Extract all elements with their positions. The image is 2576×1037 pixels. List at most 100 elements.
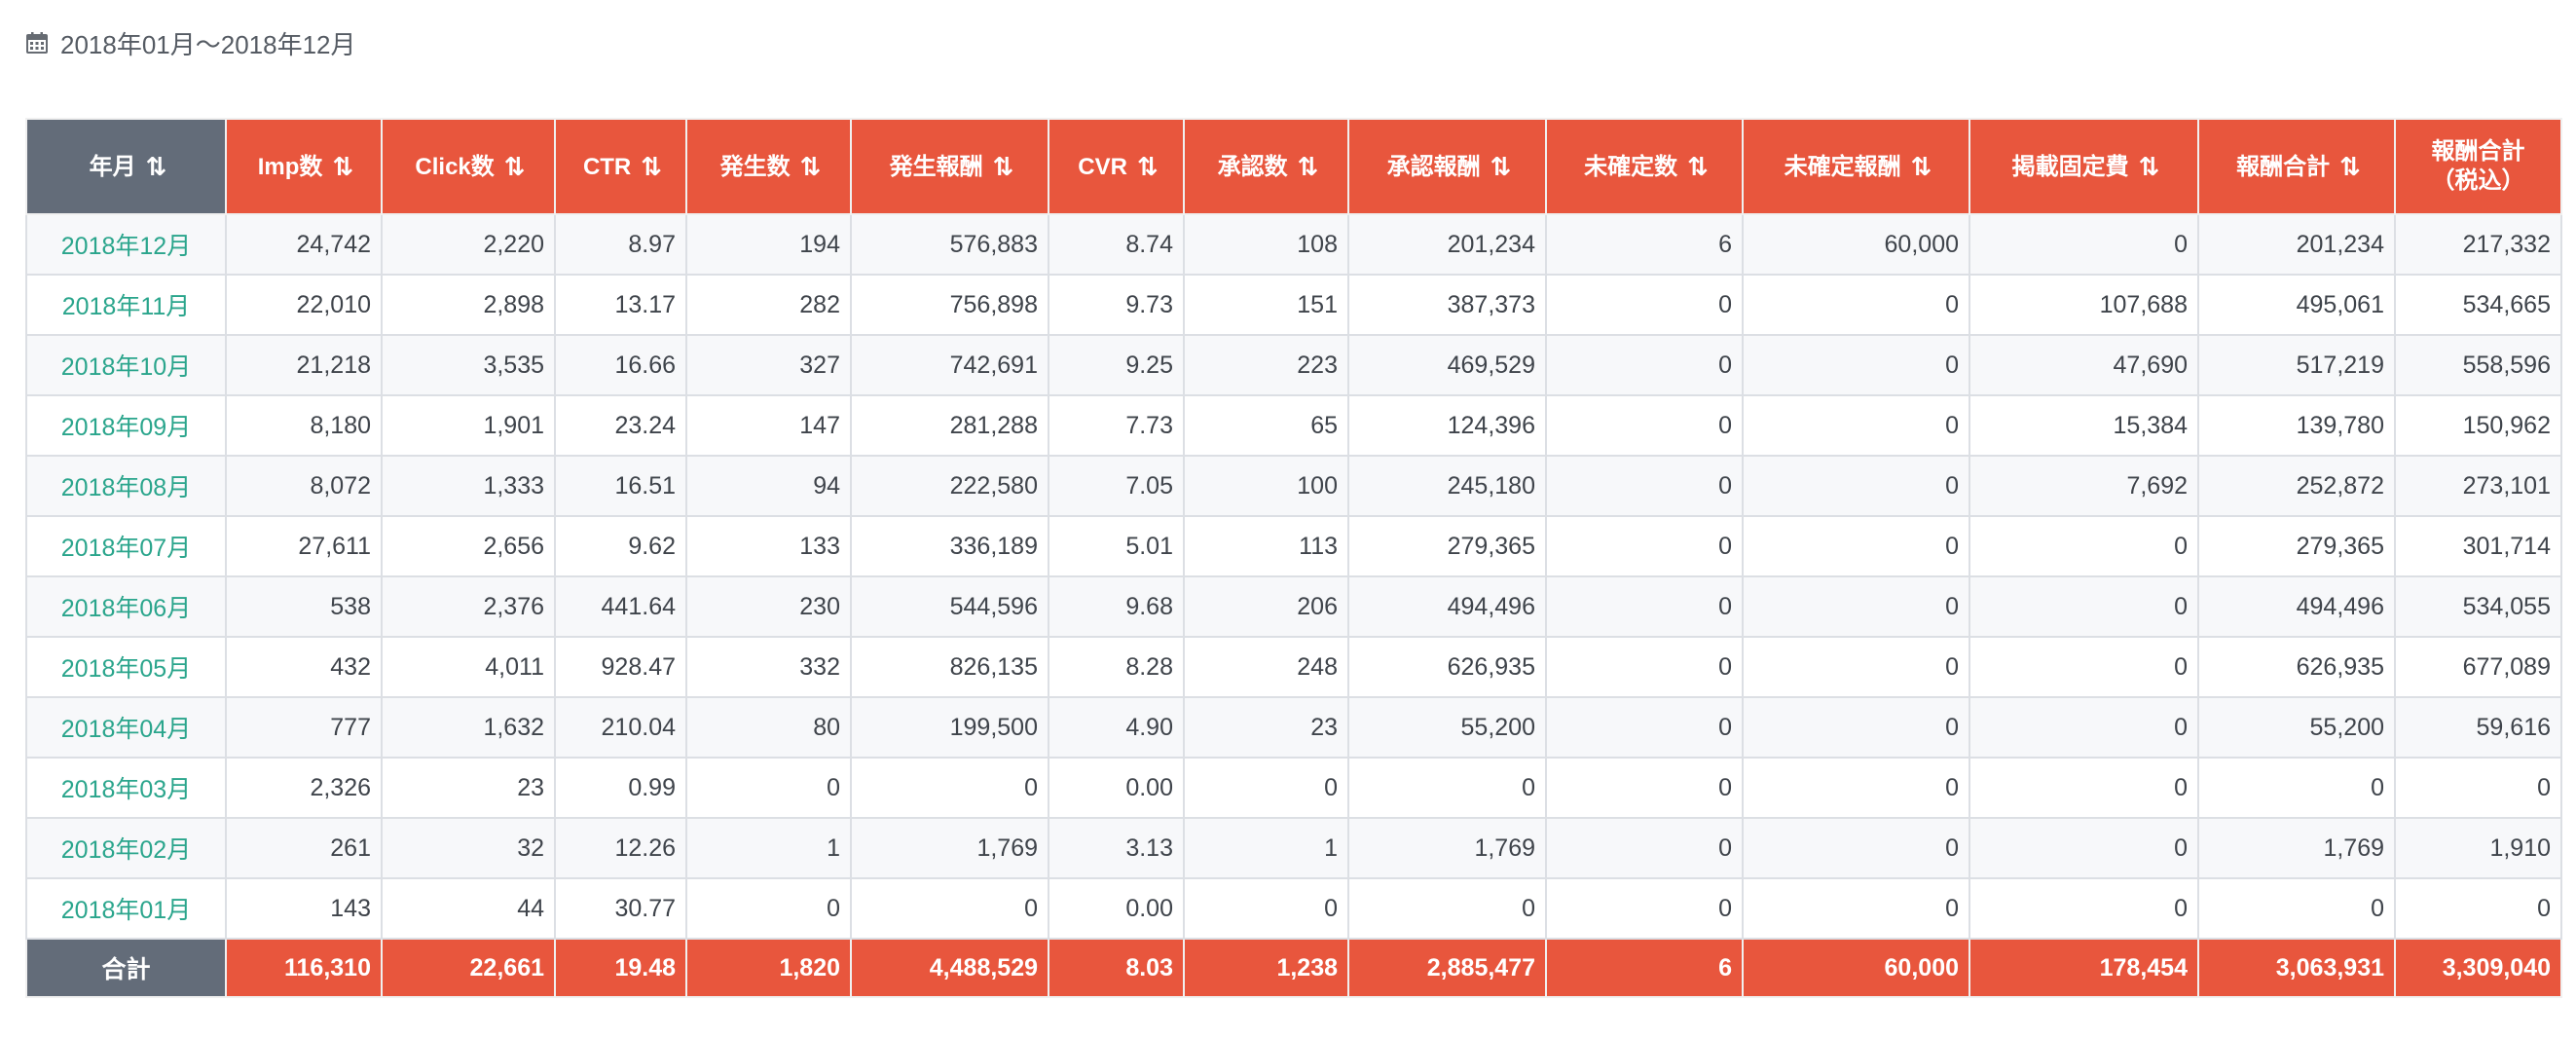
table-cell: 230 — [685, 575, 852, 638]
month-link[interactable]: 2018年10月 — [25, 334, 227, 396]
calendar-icon — [26, 32, 48, 54]
totals-cell: 1,238 — [1183, 938, 1349, 998]
column-header-6[interactable]: CVR ⇅ — [1048, 118, 1185, 215]
table-cell: 336,189 — [850, 515, 1049, 577]
table-cell: 23 — [381, 757, 556, 819]
table-body: 2018年12月 24,742 2,220 8.97 194 576,883 8.74 108… — [25, 213, 2562, 940]
column-header-12[interactable]: 報酬合計 ⇅ — [2197, 118, 2396, 215]
table-cell: 199,500 — [850, 696, 1049, 759]
monthly-report-table: 年月 ⇅ Imp数 ⇅ Click数 ⇅ CTR ⇅ 発生数 ⇅ 発生報酬 ⇅ CVR ⇅ 承認数 ⇅ 承認報酬… — [25, 118, 2562, 998]
month-link[interactable]: 2018年12月 — [25, 213, 227, 276]
period-range: 2018年01月〜2018年12月 — [25, 23, 356, 62]
sort-icon[interactable]: ⇅ — [1297, 151, 1319, 181]
table-cell: 23 — [1183, 696, 1349, 759]
table-row: 2018年10月 21,218 3,535 16.66 327 742,691 9.25 22… — [25, 334, 2562, 396]
sort-icon[interactable]: ⇅ — [1687, 151, 1709, 181]
column-header-5[interactable]: 発生報酬 ⇅ — [850, 118, 1049, 215]
sort-icon[interactable]: ⇅ — [799, 151, 822, 181]
sort-icon[interactable]: ⇅ — [2339, 151, 2361, 181]
column-header-0[interactable]: 年月 ⇅ — [25, 118, 227, 215]
table-cell: 0 — [1742, 274, 1970, 336]
column-header-8[interactable]: 承認報酬 ⇅ — [1347, 118, 1547, 215]
month-link[interactable]: 2018年01月 — [25, 877, 227, 940]
sort-icon[interactable]: ⇅ — [1910, 151, 1932, 181]
sort-icon[interactable]: ⇅ — [332, 151, 353, 181]
table-cell: 5.01 — [1048, 515, 1185, 577]
totals-cell: 3,309,040 — [2394, 938, 2562, 998]
column-header-7[interactable]: 承認数 ⇅ — [1183, 118, 1349, 215]
totals-cell: 19.48 — [554, 938, 687, 998]
column-header-11[interactable]: 掲載固定費 ⇅ — [1969, 118, 2199, 215]
column-header-3[interactable]: CTR ⇅ — [554, 118, 687, 215]
sort-icon[interactable]: ⇅ — [2138, 151, 2160, 181]
table-cell: 151 — [1183, 274, 1349, 336]
table-cell: 0 — [685, 757, 852, 819]
table-cell: 150,962 — [2394, 394, 2562, 457]
month-link[interactable]: 2018年08月 — [25, 455, 227, 517]
table-cell: 8,180 — [225, 394, 383, 457]
table-cell: 0 — [1545, 817, 1744, 879]
table-cell: 0 — [1545, 515, 1744, 577]
table-cell: 194 — [685, 213, 852, 276]
month-link[interactable]: 2018年09月 — [25, 394, 227, 457]
column-header-label: 未確定報酬 — [1784, 153, 1901, 180]
month-link[interactable]: 2018年03月 — [25, 757, 227, 819]
table-cell: 282 — [685, 274, 852, 336]
column-header-label: 掲載固定費 — [2011, 153, 2129, 180]
table-cell: 9.25 — [1048, 334, 1185, 396]
table-cell: 60,000 — [1742, 213, 1970, 276]
totals-cell: 4,488,529 — [850, 938, 1049, 998]
table-cell: 0 — [1545, 274, 1744, 336]
table-cell: 441.64 — [554, 575, 687, 638]
column-header-1[interactable]: Imp数 ⇅ — [225, 118, 383, 215]
month-link[interactable]: 2018年02月 — [25, 817, 227, 879]
table-cell: 756,898 — [850, 274, 1049, 336]
column-header-10[interactable]: 未確定報酬 ⇅ — [1742, 118, 1970, 215]
column-header-label: 承認数 — [1217, 153, 1288, 180]
column-header-label: 発生数 — [719, 153, 791, 180]
sort-icon[interactable]: ⇅ — [992, 151, 1014, 181]
table-cell: 0 — [1969, 696, 2199, 759]
month-link[interactable]: 2018年07月 — [25, 515, 227, 577]
table-cell: 0 — [1742, 334, 1970, 396]
table-cell: 252,872 — [2197, 455, 2396, 517]
sort-desc-icon[interactable]: ⇅ — [145, 151, 167, 181]
table-cell: 1 — [685, 817, 852, 879]
table-cell: 301,714 — [2394, 515, 2562, 577]
table-cell: 15,384 — [1969, 394, 2199, 457]
table-cell: 0 — [1742, 696, 1970, 759]
table-cell: 0 — [1969, 213, 2199, 276]
table-cell: 16.51 — [554, 455, 687, 517]
column-header-9[interactable]: 未確定数 ⇅ — [1545, 118, 1744, 215]
totals-cell: 3,063,931 — [2197, 938, 2396, 998]
month-link[interactable]: 2018年11月 — [25, 274, 227, 336]
table-cell: 0 — [1742, 636, 1970, 698]
table-cell: 22,010 — [225, 274, 383, 336]
month-link[interactable]: 2018年04月 — [25, 696, 227, 759]
table-cell: 7.73 — [1048, 394, 1185, 457]
column-header-13: 報酬合計 （税込） — [2394, 118, 2562, 215]
sort-icon[interactable]: ⇅ — [1136, 151, 1159, 181]
table-cell: 94 — [685, 455, 852, 517]
sort-icon[interactable]: ⇅ — [1490, 151, 1512, 181]
table-cell: 273,101 — [2394, 455, 2562, 517]
table-cell: 107,688 — [1969, 274, 2199, 336]
month-link[interactable]: 2018年05月 — [25, 636, 227, 698]
table-cell: 0 — [1969, 877, 2199, 940]
sort-icon[interactable]: ⇅ — [503, 151, 526, 181]
table-cell: 279,365 — [1347, 515, 1547, 577]
table-cell: 0 — [1969, 757, 2199, 819]
column-header-4[interactable]: 発生数 ⇅ — [685, 118, 852, 215]
table-cell: 281,288 — [850, 394, 1049, 457]
table-cell: 124,396 — [1347, 394, 1547, 457]
table-cell: 0.00 — [1048, 877, 1185, 940]
table-cell: 0 — [2197, 877, 2396, 940]
table-cell: 469,529 — [1347, 334, 1547, 396]
table-cell: 108 — [1183, 213, 1349, 276]
month-link[interactable]: 2018年06月 — [25, 575, 227, 638]
sort-icon[interactable]: ⇅ — [641, 151, 662, 181]
totals-cell: 1,820 — [685, 938, 852, 998]
table-cell: 1,769 — [1347, 817, 1547, 879]
column-header-2[interactable]: Click数 ⇅ — [381, 118, 556, 215]
table-cell: 0 — [2197, 757, 2396, 819]
